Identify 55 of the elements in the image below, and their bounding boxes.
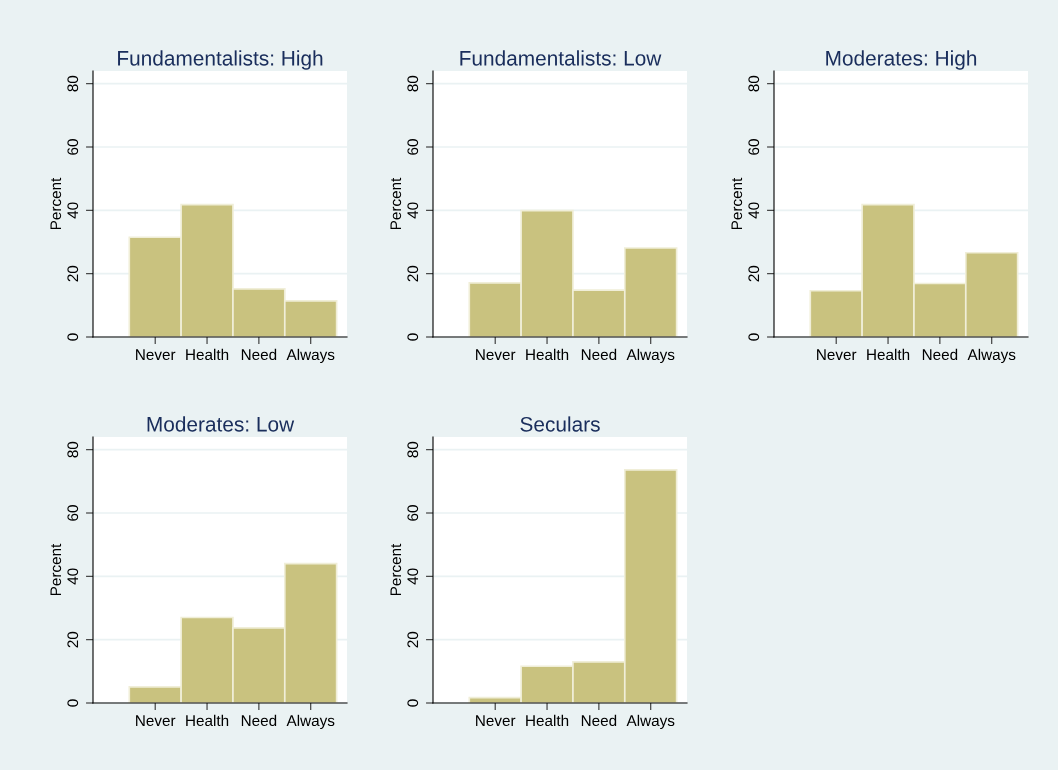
y-tick-label: 0 [407, 699, 419, 707]
chart-title: Moderates: Low [147, 416, 295, 432]
y-tick-label: 40 [748, 202, 760, 219]
y-tick-label: 80 [67, 75, 79, 92]
y-tick-label: 20 [407, 631, 419, 648]
x-tick-label: Never [476, 715, 516, 727]
y-axis-title: Percent [390, 543, 402, 596]
y-axis-title: Percent [731, 177, 743, 230]
y-tick-label: 80 [67, 441, 79, 458]
y-tick-label: 60 [67, 505, 79, 521]
x-tick-label: Health [867, 348, 910, 361]
y-axis-title: Percent [390, 177, 402, 230]
x-tick-label: Never [136, 349, 176, 361]
x-tick-label: Need [581, 348, 617, 361]
x-tick-label: Need [581, 714, 617, 727]
x-tick-label: Always [967, 348, 1016, 364]
y-tick-label: 60 [748, 139, 760, 155]
x-tick-label: Health [186, 714, 229, 727]
x-tick-label: Always [626, 714, 675, 730]
y-tick-label: 40 [67, 202, 79, 219]
x-tick-label: Always [286, 348, 335, 364]
chart-title: Fundamentalists: Low [460, 50, 662, 66]
chart-title: Moderates: High [826, 50, 977, 70]
y-tick-label: 0 [407, 333, 419, 341]
y-axis-title: Percent [50, 177, 62, 230]
x-tick-label: Never [476, 349, 516, 361]
x-tick-label: Need [241, 714, 277, 727]
y-tick-label: 0 [67, 333, 79, 341]
y-tick-label: 20 [67, 631, 79, 648]
x-tick-label: Health [186, 348, 229, 361]
y-tick-label: 20 [67, 265, 79, 282]
x-tick-label: Never [136, 715, 176, 727]
x-tick-label: Never [817, 349, 857, 361]
y-tick-label: 20 [407, 265, 419, 282]
x-tick-label: Always [626, 348, 675, 364]
y-tick-label: 80 [748, 75, 760, 92]
y-tick-label: 0 [748, 333, 760, 341]
y-tick-label: 40 [407, 202, 419, 219]
y-tick-label: 40 [407, 568, 419, 585]
y-tick-label: 40 [67, 568, 79, 585]
x-tick-label: Need [922, 348, 958, 361]
y-tick-label: 0 [67, 699, 79, 707]
y-tick-label: 60 [407, 139, 419, 155]
y-tick-label: 80 [407, 441, 419, 458]
x-tick-label: Need [241, 348, 277, 361]
x-tick-label: Health [526, 348, 569, 361]
x-tick-label: Health [526, 714, 569, 727]
x-tick-label: Always [286, 714, 335, 730]
chart-title: Fundamentalists: High [118, 50, 323, 70]
y-tick-label: 80 [407, 75, 419, 92]
y-axis-title: Percent [50, 543, 62, 596]
chart-title: Seculars [520, 416, 600, 432]
y-tick-label: 20 [748, 265, 760, 282]
y-tick-label: 60 [67, 139, 79, 155]
y-tick-label: 60 [407, 505, 419, 521]
